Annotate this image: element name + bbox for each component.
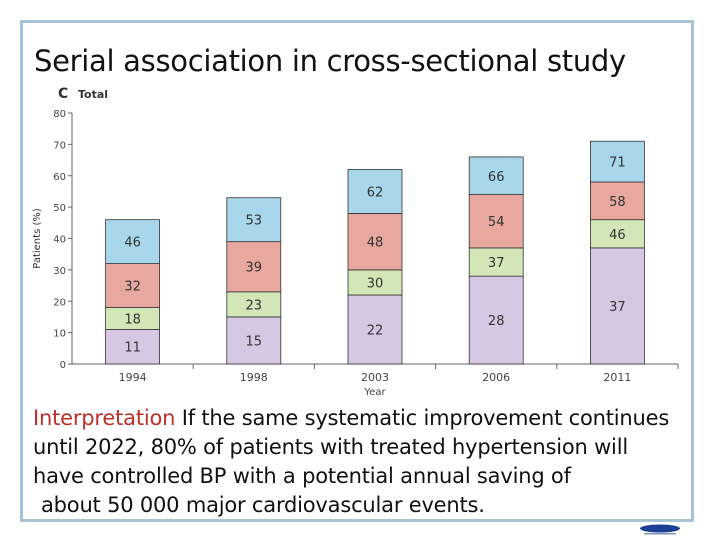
x-tick-label: 2011: [603, 371, 631, 384]
x-tick-label: 2006: [482, 371, 510, 384]
x-axis-label: Year: [363, 387, 386, 398]
y-tick-label: 0: [60, 360, 66, 371]
interpretation-line-3: have controlled BP with a potential annu…: [33, 464, 571, 488]
bar-segment: [590, 181, 645, 221]
bar-segment-label: 15: [246, 334, 263, 349]
bar-segment-label: 32: [124, 280, 141, 295]
bar-segment: [590, 247, 645, 365]
y-tick-label: 60: [53, 172, 66, 183]
bar-segment-label: 22: [367, 323, 384, 338]
bar-segment-label: 71: [609, 156, 626, 171]
y-tick-label: 20: [53, 297, 66, 308]
stacked-bar-chart: C Total Patients (%) 0 10 20 30 40 50 60 70 80 11 18 3…: [32, 86, 679, 398]
bar-segment-label: 30: [367, 276, 384, 291]
interpretation-label: Interpretation: [33, 406, 176, 430]
bar-segment-label: 39: [246, 261, 263, 276]
bar-segment: [468, 247, 524, 277]
chart-title: Total: [78, 88, 108, 101]
brand-logo-icon: [640, 524, 680, 535]
bar-segment-label: 66: [488, 170, 505, 185]
bar-segment-label: 48: [367, 236, 384, 251]
bar-segment-label: 54: [488, 215, 505, 230]
bar-segment: [347, 269, 403, 296]
bar-segment-label: 46: [124, 236, 141, 251]
panel-letter: C: [58, 86, 68, 102]
bar-segment: [105, 329, 160, 365]
interpretation-line-1-text: If the same systematic improvement conti…: [175, 406, 670, 430]
y-tick-label: 80: [53, 109, 66, 120]
bar-segment-label: 37: [488, 256, 505, 271]
bar-segment: [226, 316, 282, 365]
bar-segment: [347, 294, 403, 365]
bar-segment: [347, 169, 403, 214]
bar-segment-label: 53: [246, 214, 263, 229]
bar-segment: [226, 197, 282, 243]
y-tick-label: 30: [53, 266, 66, 277]
x-tick-label: 2003: [361, 371, 389, 384]
interpretation-text: Interpretation If the same systematic im…: [33, 404, 708, 520]
bar-segment: [105, 263, 160, 308]
interpretation-line-1: Interpretation If the same systematic im…: [33, 404, 708, 433]
y-tick-label: 70: [53, 140, 66, 151]
slide-title: Serial association in cross-sectional st…: [34, 44, 626, 78]
bar-segment: [347, 212, 403, 271]
interpretation-line-2: until 2022, 80% of patients with treated…: [33, 435, 628, 459]
y-tick-label: 40: [53, 235, 66, 246]
bar-segment-label: 46: [609, 228, 626, 243]
x-tick-label: 1998: [240, 371, 268, 384]
bar-segment: [590, 219, 645, 249]
bar-segment-label: 28: [488, 314, 505, 329]
bar-segment: [105, 219, 160, 265]
y-axis-label: Patients (%): [32, 208, 43, 269]
bar-segment-label: 37: [609, 300, 626, 315]
bar-segment-label: 23: [246, 298, 263, 313]
y-tick-label: 50: [53, 203, 66, 214]
bar-segment-label: 18: [124, 313, 141, 328]
interpretation-line-4: about 50 000 major cardiovascular events…: [41, 493, 485, 517]
bar-segment: [226, 241, 282, 293]
x-tick-label: 1994: [119, 371, 147, 384]
bar-segment: [468, 156, 524, 195]
bar-segment: [590, 140, 645, 183]
bar-segment: [468, 275, 524, 365]
bar-segment-label: 11: [124, 341, 141, 356]
bar-segment-label: 58: [609, 195, 626, 210]
bar-segment-label: 62: [367, 185, 384, 200]
y-tick-label: 10: [53, 329, 66, 340]
